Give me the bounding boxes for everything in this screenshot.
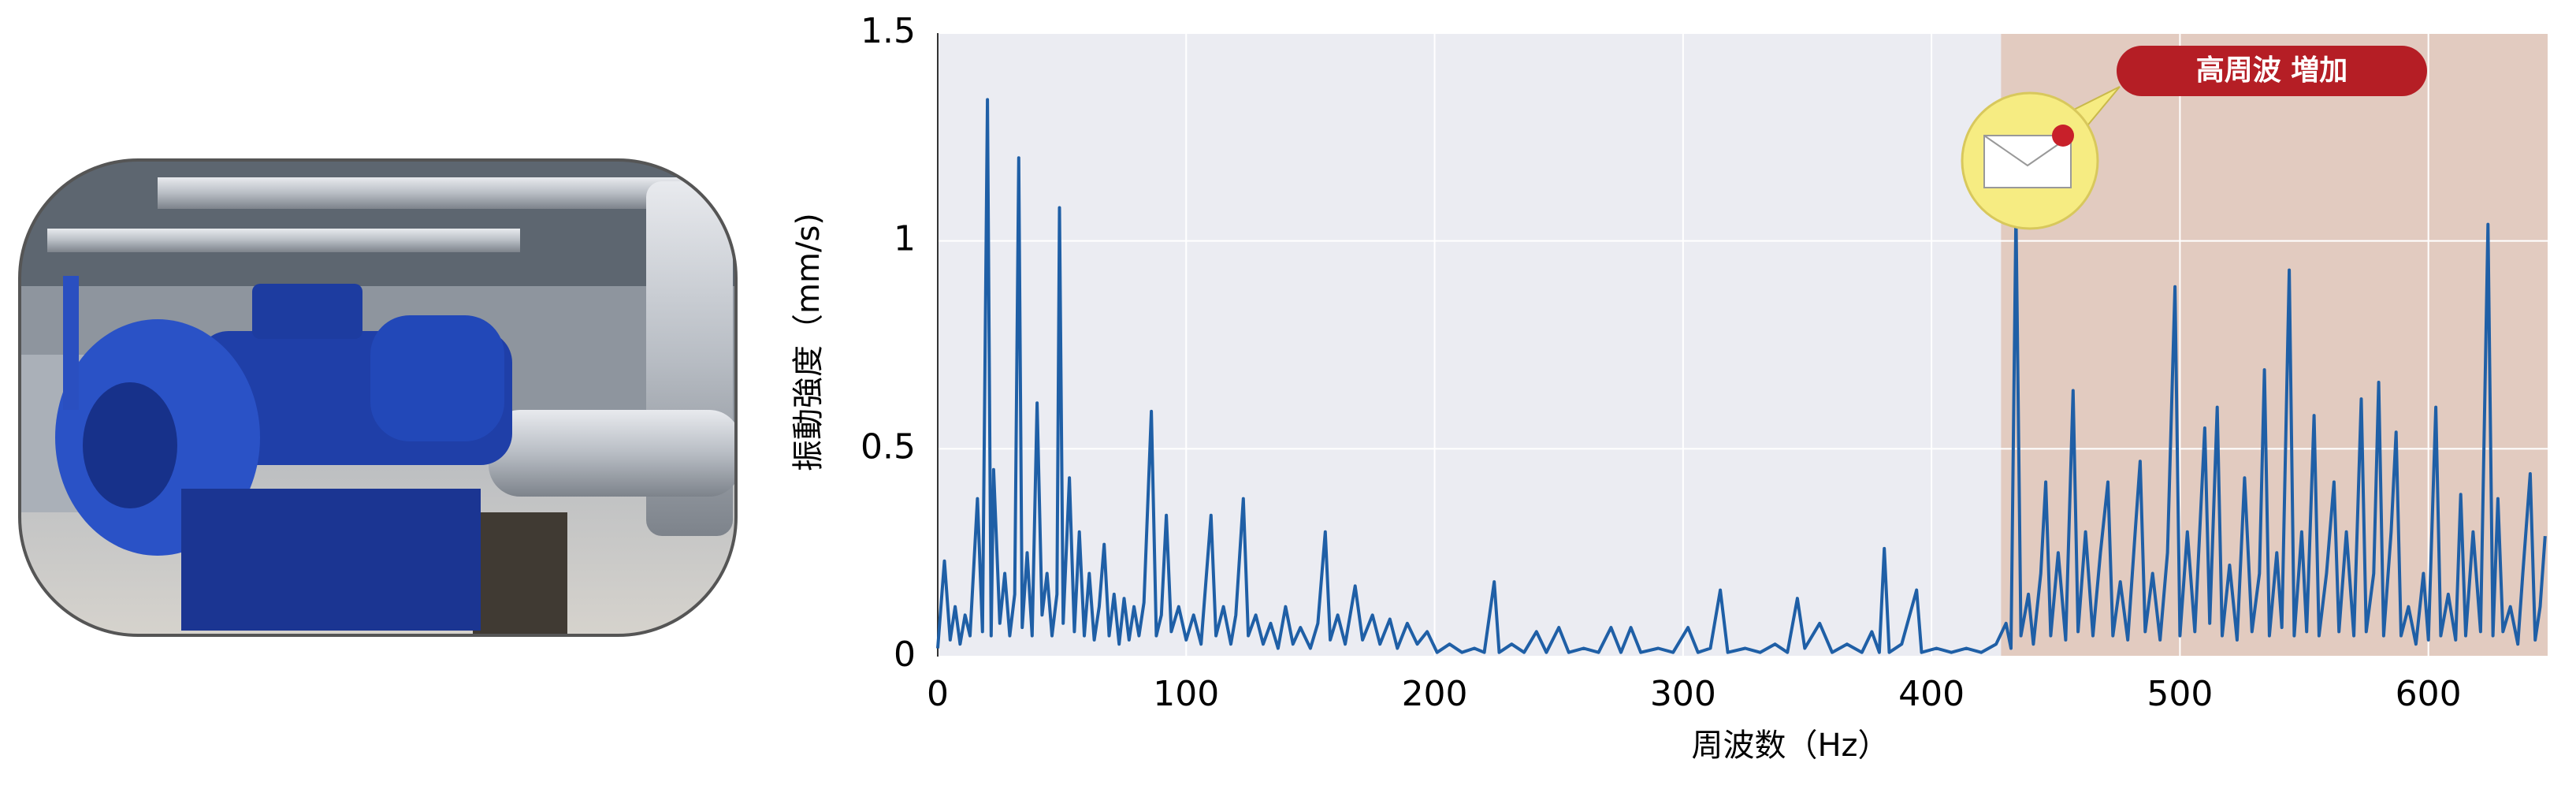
alert-callout: 高周波 増加 — [1961, 46, 2427, 230]
annotation-label: 高周波 増加 — [2196, 54, 2348, 87]
x-tick-label: 500 — [2147, 674, 2213, 714]
y-tick-label: 1 — [894, 219, 916, 259]
x-axis-title: 周波数（Hz） — [1691, 728, 1889, 764]
x-tick-label: 600 — [2396, 674, 2462, 714]
annotation-pill — [2117, 46, 2427, 96]
alert-dot — [2052, 125, 2074, 147]
x-tick-label: 400 — [1898, 674, 1965, 714]
x-tick-label: 300 — [1650, 674, 1716, 714]
y-tick-label: 0.5 — [861, 426, 916, 467]
envelope-flap — [1983, 135, 2072, 167]
photo — [20, 160, 736, 635]
x-tick-label: 100 — [1153, 674, 1219, 714]
x-tick-label: 200 — [1402, 674, 1468, 714]
y-tick-label: 1.5 — [861, 11, 916, 51]
y-tick-label: 0 — [894, 635, 916, 675]
y-axis-title: 振動強度（mm/s) — [790, 213, 827, 471]
photo-frame — [18, 158, 738, 637]
spectrum-line — [936, 98, 2547, 654]
x-tick-label: 0 — [927, 674, 949, 714]
